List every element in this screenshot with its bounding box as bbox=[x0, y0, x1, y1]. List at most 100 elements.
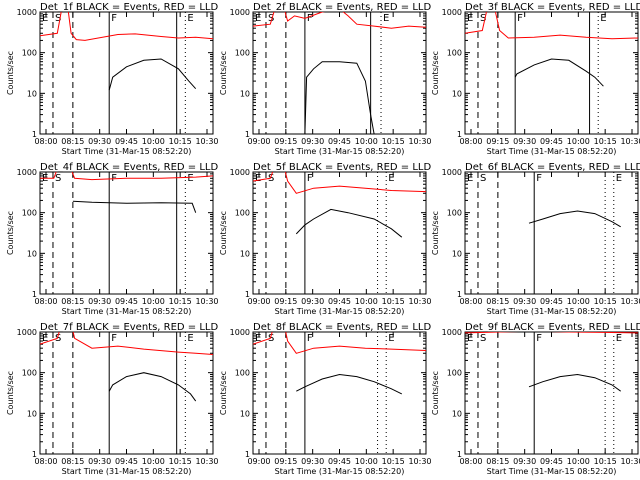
y-tick-label: 100 bbox=[235, 369, 250, 378]
x-tick-label: 10:30 bbox=[408, 457, 431, 466]
event-marker-label: S bbox=[55, 333, 61, 344]
chart-panel: Det_8f BLACK = Events, RED = LLD 1 10 100 10… bbox=[219, 322, 432, 476]
events-series-line bbox=[528, 210, 621, 228]
x-tick-label: 10:00 bbox=[355, 297, 378, 306]
lld-series-line bbox=[465, 332, 638, 334]
x-tick-label: 10:30 bbox=[195, 297, 218, 306]
x-tick-label: 09:45 bbox=[540, 297, 563, 306]
x-tick-label: 10:30 bbox=[620, 297, 640, 306]
event-marker-label: F bbox=[111, 333, 117, 344]
chart-panel: Det_7f BLACK = Events, RED = LLD 1 10 100 10… bbox=[6, 322, 219, 476]
x-tick-label: 10:00 bbox=[355, 457, 378, 466]
lld-series-line bbox=[253, 12, 426, 29]
x-tick-label: 09:45 bbox=[540, 457, 563, 466]
event-marker-label: E bbox=[383, 13, 389, 24]
events-series-line bbox=[304, 61, 375, 134]
lld-series-line bbox=[253, 332, 426, 354]
chart-title: Det_4f BLACK = Events, RED = LLD bbox=[40, 162, 218, 173]
x-tick-label: 10:00 bbox=[142, 297, 165, 306]
x-tick-label: 10:30 bbox=[195, 137, 218, 146]
x-tick-label: 09:45 bbox=[115, 457, 138, 466]
event-marker-label: S bbox=[480, 333, 486, 344]
y-axis-label: Counts/sec bbox=[219, 51, 228, 95]
event-marker-label: E bbox=[467, 333, 473, 344]
x-tick-label: 10:15 bbox=[169, 297, 192, 306]
plot-frame bbox=[464, 11, 639, 135]
x-tick-label: 09:30 bbox=[513, 137, 536, 146]
x-tick-label: 10:15 bbox=[169, 137, 192, 146]
x-tick-label: 10:30 bbox=[408, 297, 431, 306]
x-tick-label: 09:15 bbox=[274, 137, 297, 146]
x-tick-label: 08:00 bbox=[34, 297, 57, 306]
x-tick-label: 09:15 bbox=[274, 457, 297, 466]
x-tick-label: 09:30 bbox=[88, 457, 111, 466]
y-tick-label: 1000 bbox=[17, 8, 37, 17]
y-tick-label: 100 bbox=[235, 209, 250, 218]
x-tick-label: 10:15 bbox=[594, 297, 617, 306]
x-tick-label: 10:15 bbox=[594, 137, 617, 146]
x-tick-label: 09:45 bbox=[328, 457, 351, 466]
event-marker-label: F bbox=[307, 173, 313, 184]
y-tick-label: 1000 bbox=[442, 328, 462, 337]
event-marker-label: E bbox=[255, 13, 261, 24]
event-marker-label: E bbox=[467, 173, 473, 184]
chart-panel: Det_2f BLACK = Events, RED = LLD 1 10 100 10… bbox=[219, 2, 432, 156]
event-marker-label: E bbox=[42, 333, 48, 344]
x-tick-label: 09:30 bbox=[301, 297, 324, 306]
y-tick-label: 10 bbox=[452, 409, 462, 418]
x-tick-label: 09:30 bbox=[88, 137, 111, 146]
y-tick-label: 1 bbox=[245, 130, 250, 139]
x-tick-label: 10:15 bbox=[594, 457, 617, 466]
x-tick-label: 09:45 bbox=[115, 297, 138, 306]
x-tick-label: 08:00 bbox=[459, 457, 482, 466]
y-tick-label: 1000 bbox=[230, 8, 250, 17]
x-tick-label: 10:30 bbox=[408, 137, 431, 146]
x-tick-label: 08:00 bbox=[459, 137, 482, 146]
y-tick-label: 10 bbox=[452, 89, 462, 98]
event-marker-label: E bbox=[616, 173, 622, 184]
chart-panel: Det_1f BLACK = Events, RED = LLD 1 10 100 10… bbox=[6, 2, 219, 156]
y-tick-label: 10 bbox=[27, 89, 37, 98]
y-axis-label: Counts/sec bbox=[431, 371, 440, 415]
x-axis-label: Start Time (31-Mar-15 08:52:20) bbox=[275, 467, 405, 476]
event-marker-label: S bbox=[480, 173, 486, 184]
x-tick-label: 10:30 bbox=[620, 137, 640, 146]
chart-title: Det_7f BLACK = Events, RED = LLD bbox=[40, 322, 218, 333]
x-axis-label: Start Time (31-Mar-15 08:52:20) bbox=[275, 147, 405, 156]
y-tick-label: 100 bbox=[22, 49, 37, 58]
y-axis-label: Counts/sec bbox=[6, 371, 15, 415]
y-axis-label: Counts/sec bbox=[431, 211, 440, 255]
event-marker-label: E bbox=[255, 333, 261, 344]
x-tick-label: 10:00 bbox=[567, 297, 590, 306]
y-tick-label: 1 bbox=[32, 130, 37, 139]
y-tick-label: 1 bbox=[245, 290, 250, 299]
event-marker-label: F bbox=[536, 173, 542, 184]
x-tick-label: 09:00 bbox=[247, 457, 270, 466]
y-tick-label: 10 bbox=[240, 409, 250, 418]
y-tick-label: 1 bbox=[32, 290, 37, 299]
chart-panel: Det_9f BLACK = Events, RED = LLD 1 10 100 10… bbox=[431, 322, 640, 476]
x-tick-label: 09:45 bbox=[540, 137, 563, 146]
y-tick-label: 100 bbox=[447, 209, 462, 218]
chart-title: Det_1f BLACK = Events, RED = LLD bbox=[40, 2, 218, 13]
y-tick-label: 1000 bbox=[442, 168, 462, 177]
x-axis-label: Start Time (31-Mar-15 08:52:20) bbox=[487, 307, 617, 316]
y-tick-label: 10 bbox=[240, 89, 250, 98]
event-marker-label: E bbox=[187, 173, 193, 184]
x-tick-label: 08:15 bbox=[61, 297, 84, 306]
events-series-line bbox=[108, 372, 197, 402]
event-marker-label: F bbox=[307, 333, 313, 344]
y-tick-label: 1 bbox=[245, 450, 250, 459]
event-marker-label: E bbox=[255, 173, 261, 184]
x-tick-label: 10:15 bbox=[382, 137, 405, 146]
x-tick-label: 08:15 bbox=[61, 457, 84, 466]
x-tick-label: 08:15 bbox=[486, 457, 509, 466]
y-tick-label: 1000 bbox=[17, 168, 37, 177]
event-marker-label: S bbox=[268, 333, 274, 344]
y-tick-label: 1 bbox=[457, 130, 462, 139]
event-marker-label: E bbox=[600, 13, 606, 24]
events-series-line bbox=[108, 58, 197, 91]
y-tick-label: 10 bbox=[240, 249, 250, 258]
x-axis-label: Start Time (31-Mar-15 08:52:20) bbox=[487, 467, 617, 476]
